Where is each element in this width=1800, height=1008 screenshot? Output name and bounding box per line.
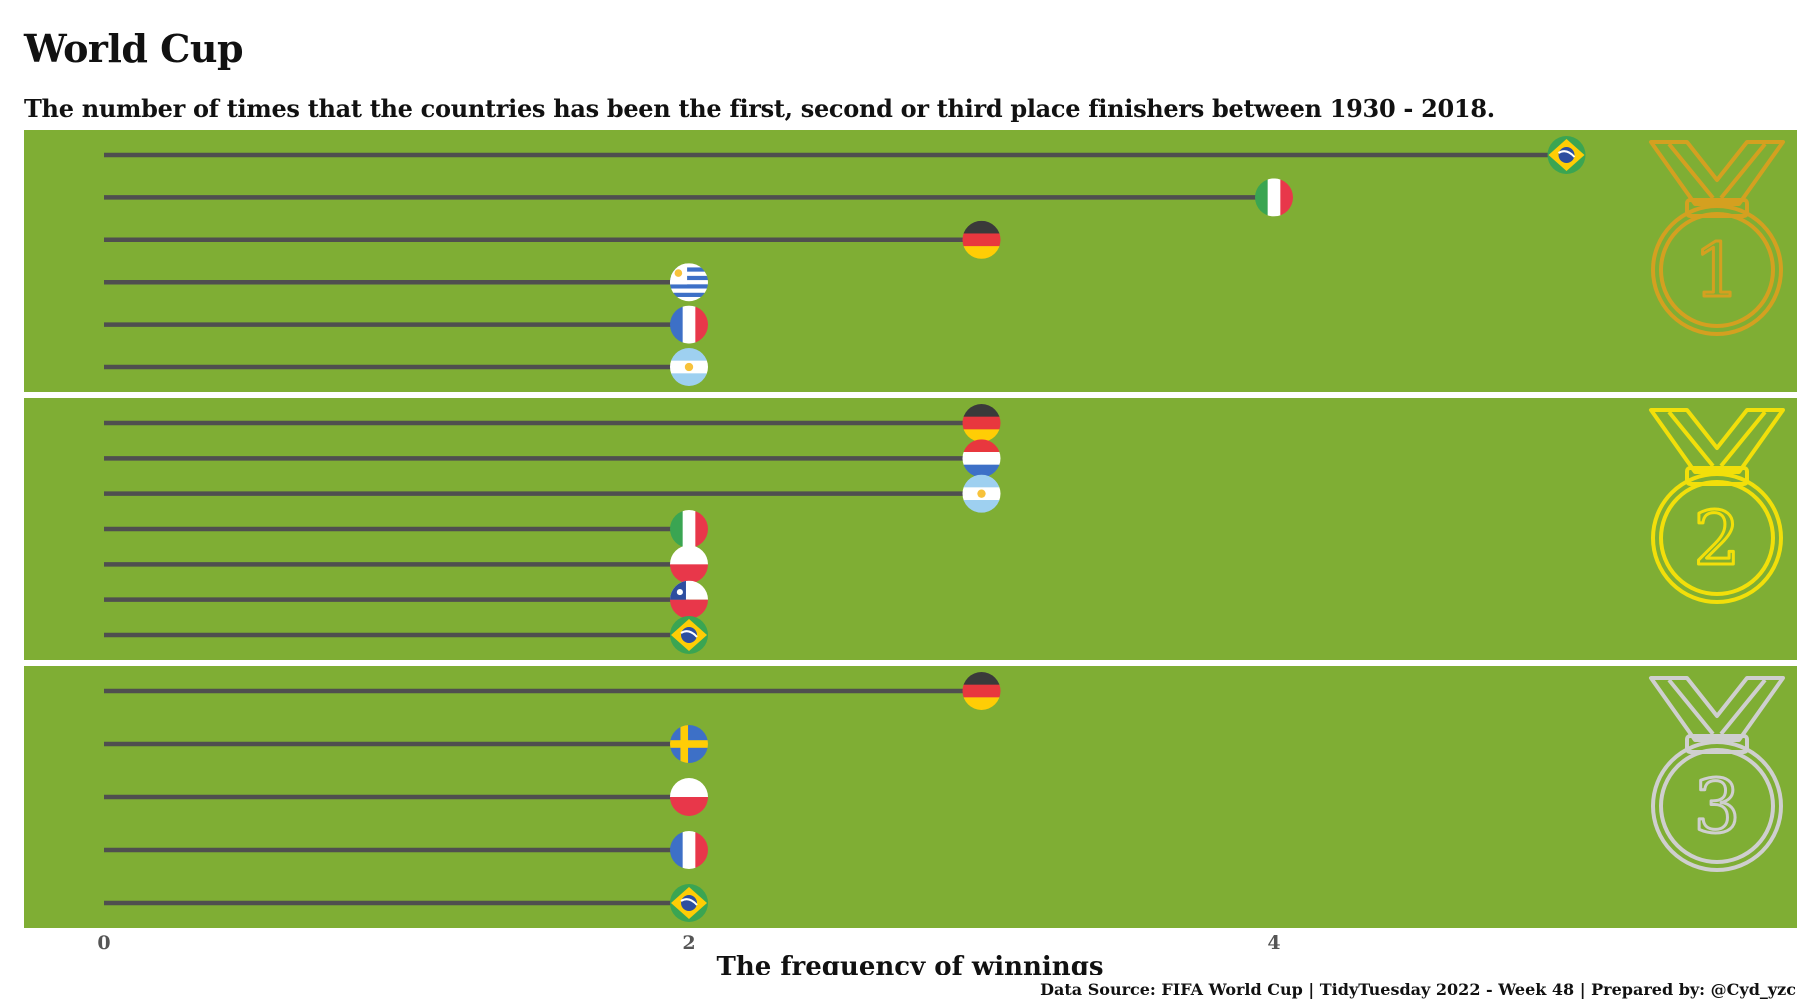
medal-icon: 3: [1649, 676, 1785, 872]
medal-number: 1: [1693, 228, 1740, 314]
medal-icon: 1: [1649, 140, 1785, 336]
argentina-flag-point: [962, 474, 1001, 513]
x-tick-label: 0: [97, 932, 110, 954]
germany-flag-point: [962, 672, 1001, 710]
medal-number: 3: [1693, 764, 1740, 850]
facet-panel-3: 3: [24, 666, 1797, 928]
x-axis: 0 2 4: [97, 932, 1280, 954]
x-axis-label: The frequency of winnings: [716, 952, 1103, 975]
italy-flag-point: [1255, 178, 1293, 217]
netherlands-flag-point: [962, 439, 1001, 478]
france-flag-point: [670, 305, 708, 344]
germany-flag-point: [962, 404, 1001, 442]
brazil-flag-point: [670, 884, 708, 922]
facet-panels: 1 2 3: [24, 130, 1797, 928]
france-flag-point: [670, 831, 708, 869]
germany-flag-point: [962, 220, 1001, 259]
x-tick-label: 2: [682, 932, 695, 954]
chart-subtitle: The number of times that the countries h…: [24, 94, 1495, 123]
brazil-flag-point: [1547, 136, 1586, 174]
medal-number: 2: [1693, 496, 1740, 582]
sweden-flag-point: [670, 725, 708, 763]
argentina-flag-point: [670, 348, 708, 386]
brazil-flag-point: [670, 616, 708, 654]
poland-flag-point: [670, 778, 708, 816]
x-tick-label: 4: [1267, 932, 1280, 954]
chart-title: World Cup: [24, 26, 244, 71]
chart-caption: Data Source: FIFA World Cup | TidyTuesda…: [1040, 980, 1796, 999]
facet-panel-2: 2: [24, 398, 1797, 660]
medal-icon: 2: [1649, 408, 1785, 604]
facet-panel-1: 1: [24, 130, 1797, 392]
panel-background: [24, 130, 1797, 392]
chart-canvas: 1 2 3 0 2 4 The frequency of winnings: [24, 130, 1797, 975]
poland-flag-point: [670, 545, 708, 584]
chile-flag-point: [670, 580, 708, 619]
italy-flag-point: [670, 510, 708, 548]
uruguay-flag-point: [670, 263, 708, 302]
